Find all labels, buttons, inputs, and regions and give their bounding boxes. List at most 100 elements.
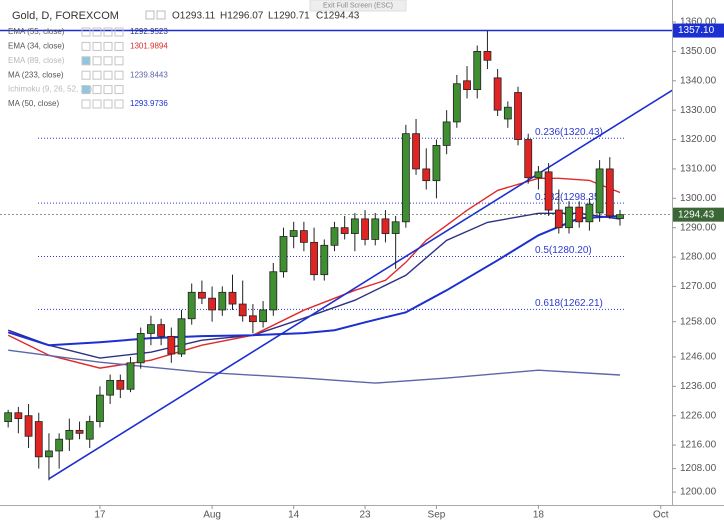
study-control[interactable] [92,99,102,109]
price-label: 1294.43 [678,209,715,220]
candle-body [34,421,43,458]
candle-body [55,438,64,452]
y-tick-label: 1290.00 [680,222,717,233]
study-control[interactable] [103,56,113,66]
candle-body [289,230,298,237]
candle-body [4,412,13,422]
y-tick-label: 1258.00 [680,316,717,327]
ohlc-label: L1290.71 [268,11,310,22]
candle-body [126,362,135,390]
study-control[interactable] [103,99,113,109]
chart-title: Gold, D, FOREXCOM [12,10,119,22]
candle-body [198,291,206,299]
study-control[interactable] [92,27,102,37]
candle-body [65,429,74,440]
candle-body [136,333,145,364]
candle-body [279,236,288,273]
x-tick-label: 18 [533,510,545,521]
study-control[interactable] [103,27,113,37]
study-name: Ichimoku (9, 26, 52, 26) [8,85,92,94]
candle-body [24,415,33,437]
ohlc-label: O1293.11 [172,11,216,22]
candle-body [310,241,318,276]
candle-body [248,315,257,323]
candle-body [605,168,614,217]
study-line [8,349,621,384]
tooltip[interactable]: Exit Full Screen (ESC) [323,2,393,9]
study-control[interactable] [81,99,91,109]
candle-body [14,412,23,420]
candle-body [75,429,84,434]
study-control[interactable] [114,41,124,51]
candle-body [116,380,125,390]
ohlc-label: C1294.43 [316,11,360,22]
study-name: EMA (34, close) [8,42,65,51]
fib-label: 0.382(1298.35) [535,192,603,203]
x-tick-label: Aug [203,510,221,521]
candle-body [401,133,410,223]
x-tick-label: 17 [94,510,106,521]
study-control[interactable] [114,99,124,109]
y-tick-label: 1330.00 [680,105,717,116]
candle-body [463,80,471,91]
y-tick-label: 1246.00 [680,352,717,363]
study-control[interactable] [114,70,124,80]
study-control[interactable] [81,41,91,51]
study-control[interactable] [92,85,102,95]
y-tick-label: 1280.00 [680,252,717,263]
candle-body [85,421,94,440]
candle-body [330,227,339,246]
study-control[interactable] [103,70,113,80]
study-control[interactable] [81,70,91,80]
x-tick-label: Oct [653,510,669,521]
candle-body [167,335,176,355]
study-control[interactable] [114,56,124,66]
study-control[interactable] [81,85,91,95]
fib-label: 0.5(1280.20) [535,245,592,256]
candle-body [585,203,594,223]
x-tick-label: 14 [288,510,300,521]
candle-body [575,206,584,223]
x-tick-label: Sep [428,510,446,521]
candle-body [483,51,492,61]
study-control[interactable] [103,85,113,95]
candle-body [177,318,186,355]
candle-body [371,218,380,240]
y-tick-label: 1360.00 [680,17,717,28]
y-tick-label: 1340.00 [680,75,717,86]
candle-body [595,168,604,214]
study-control[interactable] [92,70,102,80]
candle-body [228,291,237,305]
candle-body [534,171,543,179]
study-control[interactable] [92,56,102,66]
candle-body [96,394,104,422]
control-icon[interactable] [156,10,166,20]
y-tick-label: 1208.00 [680,463,717,474]
candle-body [524,139,533,179]
study-control[interactable] [103,41,113,51]
study-control[interactable] [92,41,102,51]
y-tick-label: 1270.00 [680,281,717,292]
y-tick-label: 1200.00 [680,487,717,498]
candle-body [106,380,115,396]
price-label: 1357.10 [678,25,715,36]
candle-body [554,209,563,229]
study-value: 1292.9523 [130,27,168,36]
tooltip-box[interactable] [309,0,407,12]
control-icon[interactable] [145,10,155,20]
candle-body [350,218,359,234]
trendline [48,89,672,480]
study-control[interactable] [81,27,91,37]
x-tick-label: 23 [359,510,371,521]
study-control[interactable] [114,27,124,37]
study-name: MA (50, close) [8,99,59,108]
candle-body [565,206,573,229]
candle-body [340,227,349,234]
study-value: 1301.9894 [130,42,168,51]
study-control[interactable] [81,56,91,66]
candle-body [157,324,166,337]
study-control[interactable] [114,85,124,95]
candle-body [514,92,522,140]
candle-body [320,244,329,276]
